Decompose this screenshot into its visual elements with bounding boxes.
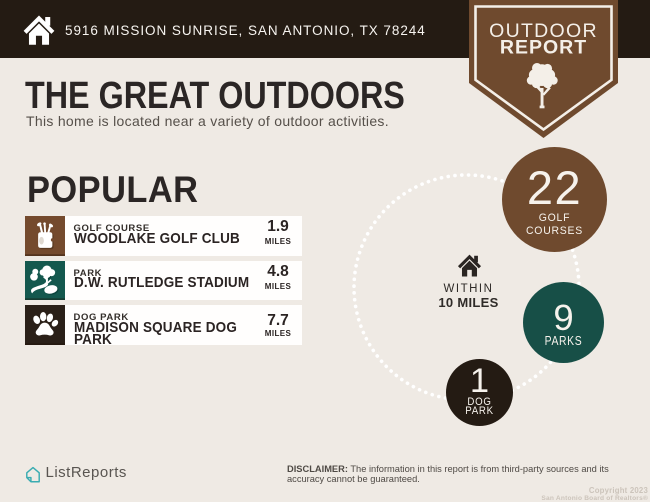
svg-text:REPORT: REPORT bbox=[500, 37, 587, 59]
svg-text:OUTDOOR: OUTDOOR bbox=[489, 20, 598, 42]
